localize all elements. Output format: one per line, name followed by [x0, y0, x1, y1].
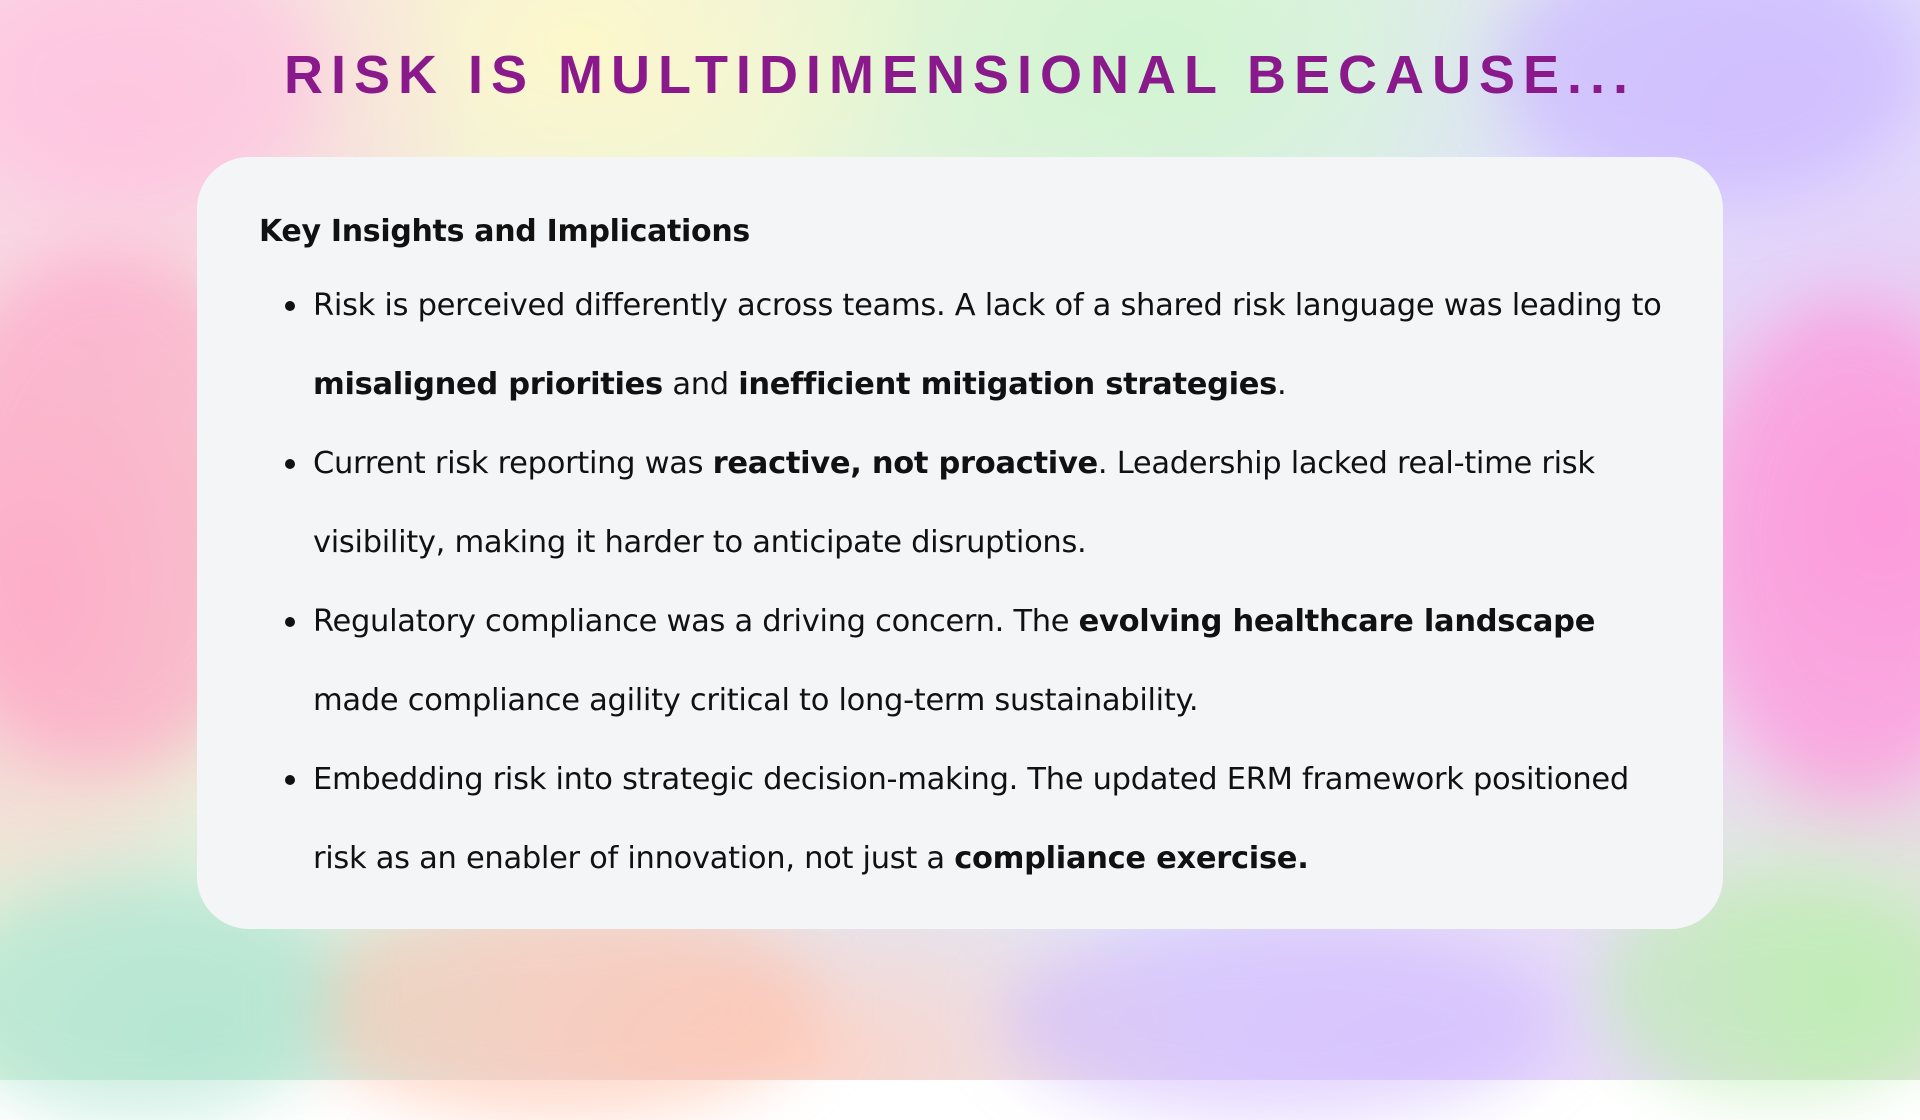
- list-item: Embedding risk into strategic decision-m…: [259, 740, 1663, 898]
- point-text: Regulatory compliance was a driving conc…: [313, 604, 1079, 639]
- point-emphasis: compliance exercise.: [954, 841, 1309, 876]
- slide-title: RISK IS MULTIDIMENSIONAL BECAUSE...: [283, 45, 1637, 105]
- point-text: . Leadership lacked real-time risk visib…: [313, 446, 1595, 560]
- bullet-icon: [285, 301, 295, 311]
- point-text: Current risk reporting was: [313, 446, 713, 481]
- point-text: Embedding risk into strategic decision-m…: [313, 762, 1629, 876]
- point-emphasis: reactive, not proactive: [712, 446, 1099, 481]
- card-heading: Key Insights and Implications: [259, 214, 750, 249]
- point-emphasis: inefficient mitigation strategies: [738, 367, 1278, 402]
- insights-list: Risk is perceived differently across tea…: [259, 266, 1663, 898]
- point-emphasis: misaligned priorities: [313, 367, 663, 402]
- bullet-icon: [285, 775, 295, 785]
- point-text: Risk is perceived differently across tea…: [313, 288, 1662, 323]
- list-item: Regulatory compliance was a driving conc…: [259, 582, 1663, 740]
- bg-swirl: [1700, 300, 1920, 800]
- point-text: and: [662, 367, 739, 402]
- point-emphasis: evolving healthcare landscape: [1078, 604, 1596, 639]
- bullet-icon: [285, 459, 295, 469]
- point-text: made compliance agility critical to long…: [313, 683, 1199, 718]
- list-item: Risk is perceived differently across tea…: [259, 266, 1663, 424]
- point-text: .: [1277, 367, 1287, 402]
- bullet-icon: [285, 617, 295, 627]
- bg-swirl: [1000, 920, 1560, 1120]
- bg-swirl: [300, 900, 820, 1120]
- insights-card: Key Insights and Implications Risk is pe…: [197, 157, 1723, 929]
- list-item: Current risk reporting was reactive, not…: [259, 424, 1663, 582]
